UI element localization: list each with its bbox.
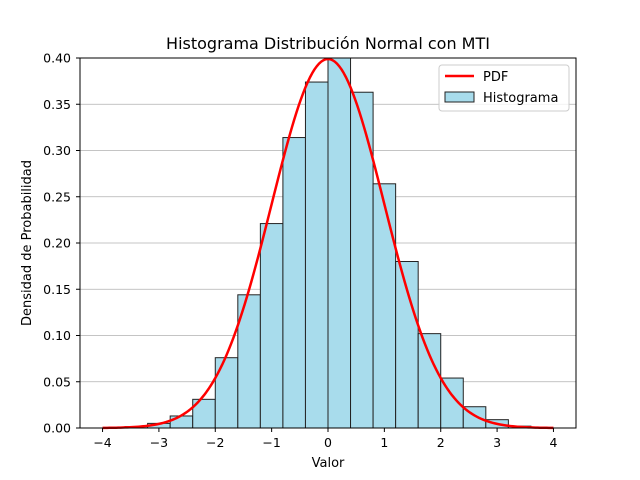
- x-axis-ticks: −4 −3 −2 −1 0 1 2 3 4: [93, 428, 557, 450]
- x-tick-label: −4: [93, 435, 111, 450]
- y-tick-label: 0.15: [43, 282, 71, 297]
- y-tick-label: 0.40: [43, 51, 71, 66]
- histogram-bar: [259, 223, 284, 429]
- y-tick-label: 0.10: [43, 328, 71, 343]
- pdf-line-layer: [102, 57, 554, 430]
- histogram-bar: [304, 81, 329, 429]
- x-tick-label: 2: [437, 435, 445, 450]
- y-tick-label: 0.00: [43, 421, 71, 436]
- x-tick-label: 3: [493, 435, 501, 450]
- y-axis-label: Densidad de Probabilidad: [20, 160, 35, 326]
- y-tick-label: 0.05: [43, 374, 71, 389]
- legend-histogram-swatch: [444, 91, 475, 103]
- x-tick-label: −1: [262, 435, 280, 450]
- x-axis-label: Valor: [312, 456, 345, 471]
- legend-pdf-label: PDF: [483, 70, 508, 85]
- histogram-bar: [350, 91, 374, 429]
- x-tick-label: 1: [380, 435, 388, 450]
- x-tick-label: 4: [549, 435, 557, 450]
- y-tick-label: 0.20: [43, 236, 71, 251]
- histogram-bar: [417, 333, 442, 429]
- y-tick-label: 0.30: [43, 143, 71, 158]
- pdf-line: [102, 57, 554, 430]
- histogram-bar: [214, 357, 239, 429]
- x-tick-label: 0: [324, 435, 332, 450]
- legend: PDF Histograma: [438, 64, 570, 112]
- histogram-bar: [327, 57, 352, 429]
- y-tick-label: 0.25: [43, 189, 71, 204]
- y-tick-label: 0.35: [43, 97, 71, 112]
- x-tick-label: −2: [206, 435, 224, 450]
- y-axis-ticks: 0.00 0.05 0.10 0.15 0.20 0.25 0.30 0.35 0.40: [43, 51, 80, 436]
- histogram-bar: [169, 415, 194, 429]
- chart-title: Histograma Distribución Normal con MTI: [166, 34, 490, 53]
- x-tick-label: −3: [150, 435, 168, 450]
- legend-histogram-label: Histograma: [483, 91, 558, 106]
- histogram-bar: [282, 137, 306, 429]
- histogram-bar: [372, 183, 397, 429]
